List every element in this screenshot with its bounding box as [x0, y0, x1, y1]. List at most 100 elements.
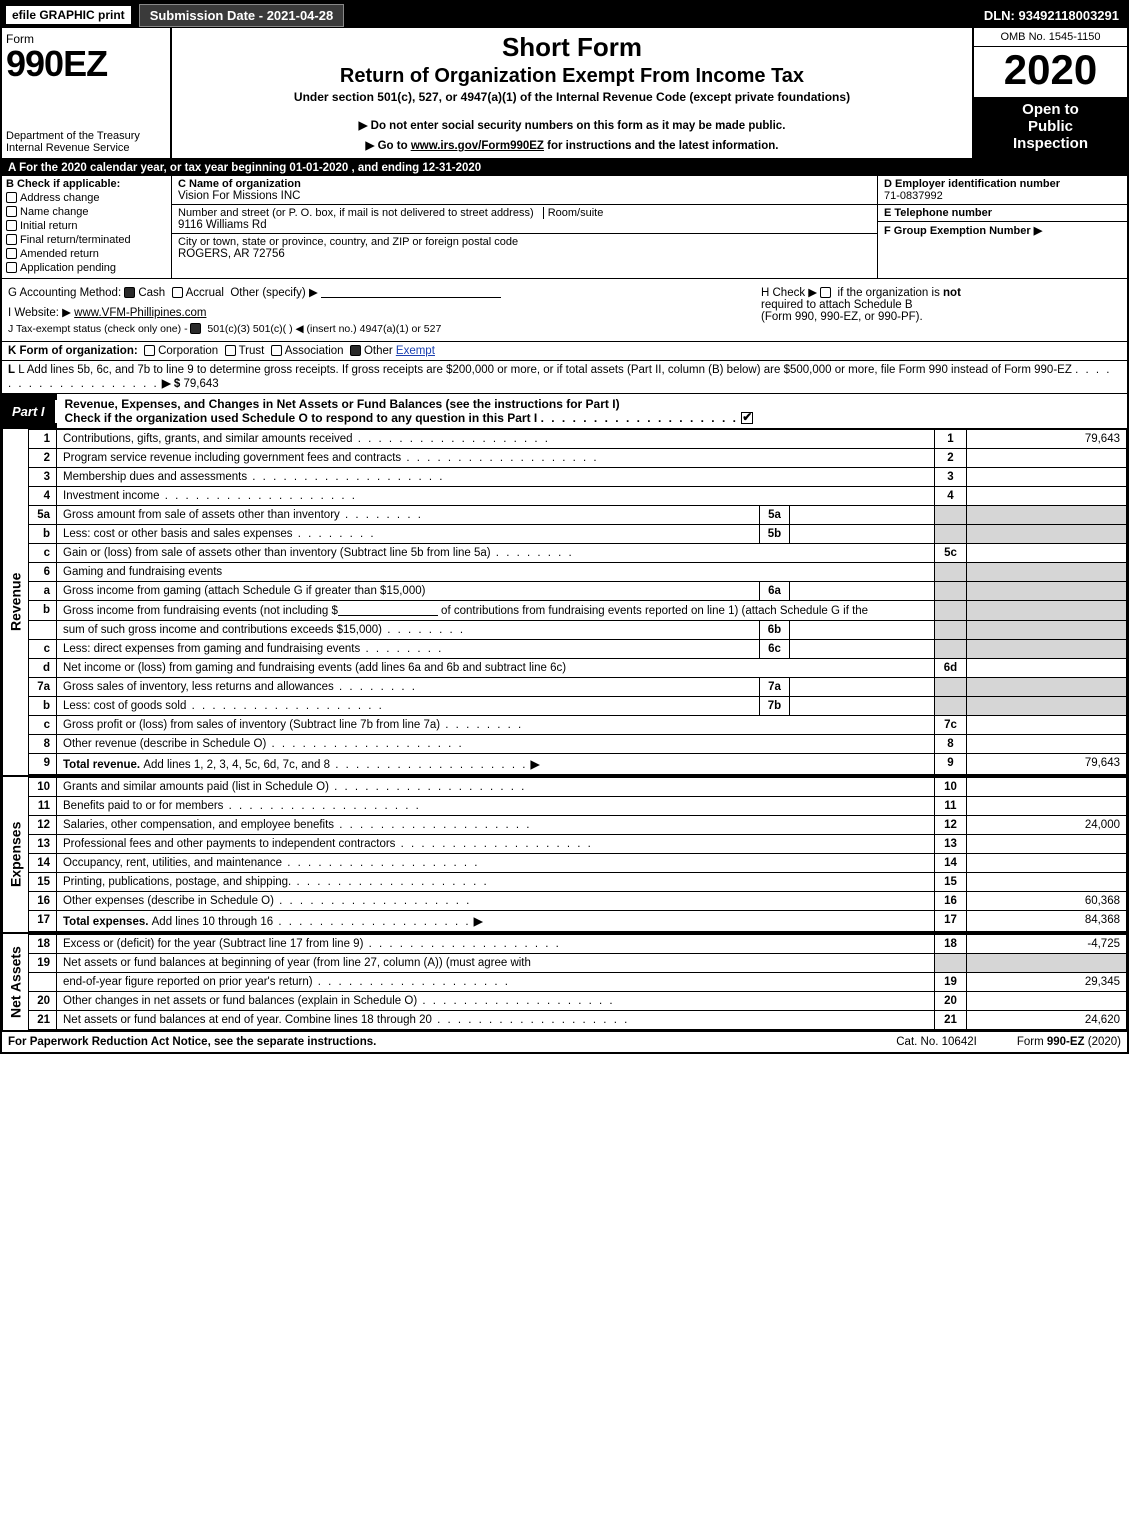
net-assets-section: Net Assets 18Excess or (deficit) for the… [2, 934, 1127, 1032]
block-c-name-address: C Name of organization Vision For Missio… [172, 176, 877, 278]
amt-21-end: 24,620 [967, 1011, 1127, 1030]
short-form-title: Short Form [182, 32, 962, 63]
line-11: 11Benefits paid to or for members11 [29, 797, 1127, 816]
d-label: D Employer identification number [884, 178, 1060, 190]
c-label: C Name of organization [178, 178, 301, 190]
chk-not-required-schedule-b[interactable] [820, 287, 831, 298]
chk-schedule-o-used[interactable] [741, 412, 753, 424]
chk-corporation[interactable] [144, 345, 155, 356]
b-title: B Check if applicable: [6, 178, 167, 190]
chk-other-org[interactable] [350, 345, 361, 356]
dept-treasury: Department of the Treasury Internal Reve… [6, 130, 166, 154]
line-7a: 7aGross sales of inventory, less returns… [29, 678, 1127, 697]
dln-label: DLN: 93492118003291 [984, 8, 1123, 23]
chk-name-change[interactable]: Name change [6, 206, 167, 218]
other-org-value[interactable]: Exempt [396, 345, 435, 357]
line-9: 9Total revenue. Add lines 1, 2, 3, 4, 5c… [29, 754, 1127, 775]
cat-number: Cat. No. 10642I [896, 1036, 977, 1048]
line-5b: bLess: cost or other basis and sales exp… [29, 525, 1127, 544]
efile-print-label[interactable]: efile GRAPHIC print [6, 6, 131, 24]
line-6b-cont: sum of such gross income and contributio… [29, 621, 1127, 640]
e-label: E Telephone number [884, 207, 992, 219]
block-d-e-f: D Employer identification number 71-0837… [877, 176, 1127, 278]
net-assets-table: 18Excess or (deficit) for the year (Subt… [28, 934, 1127, 1030]
expenses-side-label: Expenses [2, 777, 28, 932]
omb-number: OMB No. 1545-1150 [974, 28, 1127, 47]
page-footer: For Paperwork Reduction Act Notice, see … [2, 1032, 1127, 1052]
line-15: 15Printing, publications, postage, and s… [29, 873, 1127, 892]
goto-line: ▶ Go to www.irs.gov/Form990EZ for instru… [182, 138, 962, 152]
expenses-section: Expenses 10Grants and similar amounts pa… [2, 777, 1127, 934]
amt-18-excess: -4,725 [967, 935, 1127, 954]
line-j-tax-exempt: J Tax-exempt status (check only one) - 5… [8, 323, 761, 335]
revenue-table: 1Contributions, gifts, grants, and simil… [28, 429, 1127, 775]
line-5c: cGain or (loss) from sale of assets othe… [29, 544, 1127, 563]
line-6: 6Gaming and fundraising events [29, 563, 1127, 582]
line-5a: 5aGross amount from sale of assets other… [29, 506, 1127, 525]
website-value[interactable]: www.VFM-Phillipines.com [74, 307, 206, 319]
line-18: 18Excess or (deficit) for the year (Subt… [29, 935, 1127, 954]
return-of-title: Return of Organization Exempt From Incom… [182, 65, 962, 88]
line-7c: cGross profit or (loss) from sales of in… [29, 716, 1127, 735]
chk-association[interactable] [271, 345, 282, 356]
line-2: 2Program service revenue including gover… [29, 449, 1127, 468]
line-8: 8Other revenue (describe in Schedule O)8 [29, 735, 1127, 754]
goto-link[interactable]: www.irs.gov/Form990EZ [411, 140, 544, 152]
line-10: 10Grants and similar amounts paid (list … [29, 778, 1127, 797]
chk-cash[interactable] [124, 287, 135, 298]
chk-final-return[interactable]: Final return/terminated [6, 234, 167, 246]
under-section-text: Under section 501(c), 527, or 4947(a)(1)… [182, 90, 962, 104]
revenue-section: Revenue 1Contributions, gifts, grants, a… [2, 429, 1127, 777]
part-1-note: (see the instructions for Part I) [446, 397, 620, 411]
chk-address-change[interactable]: Address change [6, 192, 167, 204]
part-1-title: Revenue, Expenses, and Changes in Net As… [65, 397, 443, 411]
form-990ez-page: efile GRAPHIC print Submission Date - 20… [0, 0, 1129, 1054]
amt-9-total-revenue: 79,643 [967, 754, 1127, 775]
amt-19-beginning: 29,345 [967, 973, 1127, 992]
chk-accrual[interactable] [172, 287, 183, 298]
ein-value: 71-0837992 [884, 190, 943, 202]
chk-501c3[interactable] [190, 323, 201, 334]
header-mid: Short Form Return of Organization Exempt… [172, 28, 972, 158]
dept-line1: Department of the Treasury [6, 130, 140, 142]
line-l-gross-receipts: L L Add lines 5b, 6c, and 7b to line 9 t… [2, 361, 1127, 394]
line-i-website: I Website: ▶ www.VFM-Phillipines.com [8, 305, 761, 319]
chk-trust[interactable] [225, 345, 236, 356]
line-19a: 19Net assets or fund balances at beginni… [29, 954, 1127, 973]
form-header: Form 990EZ Department of the Treasury In… [2, 28, 1127, 160]
amt-1: 79,643 [967, 430, 1127, 449]
line-g-accounting: G Accounting Method: Cash Accrual Other … [8, 285, 761, 299]
form-ref: Form 990-EZ (2020) [1017, 1036, 1121, 1048]
line-6d: dNet income or (loss) from gaming and fu… [29, 659, 1127, 678]
form-number: 990EZ [6, 46, 166, 82]
room-suite-label: Room/suite [543, 207, 604, 219]
line-k-form-of-org: K Form of organization: Corporation Trus… [2, 342, 1127, 361]
street-address: 9116 Williams Rd [178, 219, 267, 231]
block-g-h: G Accounting Method: Cash Accrual Other … [2, 279, 1127, 342]
gross-receipts-value: 79,643 [184, 378, 219, 390]
block-b-checkboxes: B Check if applicable: Address change Na… [2, 176, 172, 278]
entity-block: B Check if applicable: Address change Na… [2, 176, 1127, 279]
amt-12-salaries: 24,000 [967, 816, 1127, 835]
line-21: 21Net assets or fund balances at end of … [29, 1011, 1127, 1030]
line-17: 17Total expenses. Add lines 10 through 1… [29, 911, 1127, 932]
line-20: 20Other changes in net assets or fund ba… [29, 992, 1127, 1011]
line-6c: cLess: direct expenses from gaming and f… [29, 640, 1127, 659]
line-a-tax-year: A For the 2020 calendar year, or tax yea… [2, 160, 1127, 176]
chk-amended-return[interactable]: Amended return [6, 248, 167, 260]
part-1-header: Part I Revenue, Expenses, and Changes in… [2, 394, 1127, 429]
line-7b: bLess: cost of goods sold7b [29, 697, 1127, 716]
line-13: 13Professional fees and other payments t… [29, 835, 1127, 854]
line-19b: end-of-year figure reported on prior yea… [29, 973, 1127, 992]
city-label: City or town, state or province, country… [178, 236, 518, 248]
do-not-ssn-text: ▶ Do not enter social security numbers o… [182, 118, 962, 132]
chk-application-pending[interactable]: Application pending [6, 262, 167, 274]
submission-date-pill: Submission Date - 2021-04-28 [139, 4, 345, 27]
header-right: OMB No. 1545-1150 2020 Open to Public In… [972, 28, 1127, 158]
line-16: 16Other expenses (describe in Schedule O… [29, 892, 1127, 911]
line-3: 3Membership dues and assessments3 [29, 468, 1127, 487]
line-12: 12Salaries, other compensation, and empl… [29, 816, 1127, 835]
city-state-zip: ROGERS, AR 72756 [178, 248, 285, 260]
block-h-schedule-b: H Check ▶ if the organization is not req… [761, 285, 1121, 335]
chk-initial-return[interactable]: Initial return [6, 220, 167, 232]
